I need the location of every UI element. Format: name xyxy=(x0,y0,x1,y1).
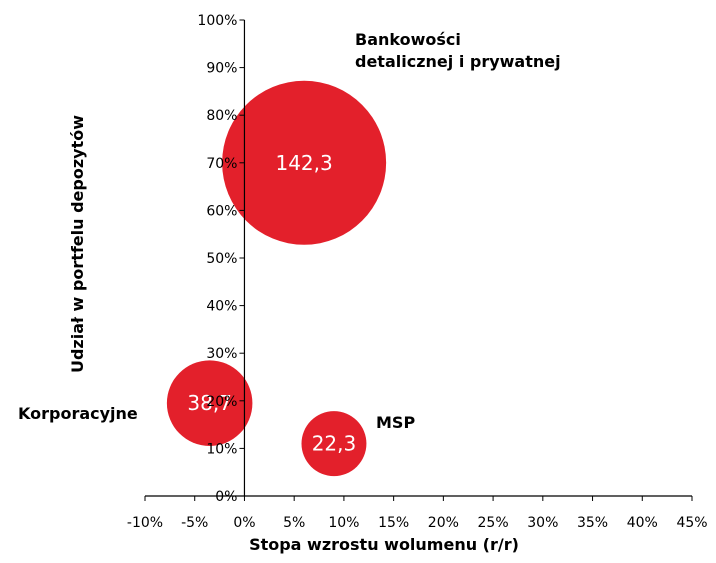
x-tick-label-2: 0% xyxy=(233,515,255,531)
bubble-value-label-2: 22,3 xyxy=(312,432,357,456)
y-tick-label-0: 0% xyxy=(215,489,237,505)
x-tick-labels: -10% -5% 0% 5% 10% 15% 20% 25% 30% 35% 40% 45% xyxy=(127,515,708,531)
x-tick-label-6: 20% xyxy=(428,515,459,531)
x-tick-label-11: 45% xyxy=(676,515,707,531)
series-name-1: Korporacyjne xyxy=(18,404,138,423)
series-name-2: MSP xyxy=(376,413,415,432)
y-tick-label-10: 100% xyxy=(197,13,237,29)
y-axis-title: Udział w portfelu depozytów xyxy=(68,115,87,373)
bubble-value-label-1: 38,7 xyxy=(187,391,232,415)
x-tick-label-9: 35% xyxy=(577,515,608,531)
bubble-0 xyxy=(222,80,387,245)
x-tick-label-3: 5% xyxy=(283,515,305,531)
y-tick-label-4: 40% xyxy=(206,299,237,315)
y-tick-label-7: 70% xyxy=(206,156,237,172)
y-tick-label-1: 10% xyxy=(206,441,237,457)
bubble-2 xyxy=(301,411,367,477)
x-tick-label-0: -10% xyxy=(127,515,163,531)
bubble-1 xyxy=(166,360,253,446)
y-tick-label-5: 50% xyxy=(206,251,237,267)
y-tick-label-8: 80% xyxy=(206,108,237,124)
x-tick-label-1: -5% xyxy=(181,515,208,531)
y-tick-label-2: 20% xyxy=(206,394,237,410)
x-axis-title: Stopa wzrostu wolumenu (r/r) xyxy=(249,535,519,554)
series-name-labels: Bankowości detalicznej i prywatnej Korpora… xyxy=(18,30,561,432)
y-tick-label-3: 30% xyxy=(206,346,237,362)
bubbles-group: 142,3 38,7 22,3 xyxy=(166,80,387,477)
x-tick-label-10: 40% xyxy=(627,515,658,531)
y-tick-labels: 0% 10% 20% 30% 40% 50% 60% 70% 80% 90% 100% xyxy=(197,13,237,505)
bubble-value-label-0: 142,3 xyxy=(275,151,332,175)
x-tick-label-5: 15% xyxy=(378,515,409,531)
x-tick-label-4: 10% xyxy=(328,515,359,531)
x-tick-label-7: 25% xyxy=(478,515,509,531)
y-tick-label-6: 60% xyxy=(206,203,237,219)
series-name-0: Bankowości detalicznej i prywatnej xyxy=(355,30,561,71)
x-tick-label-8: 30% xyxy=(527,515,558,531)
axes-group xyxy=(144,19,693,501)
y-tick-label-9: 90% xyxy=(206,61,237,77)
